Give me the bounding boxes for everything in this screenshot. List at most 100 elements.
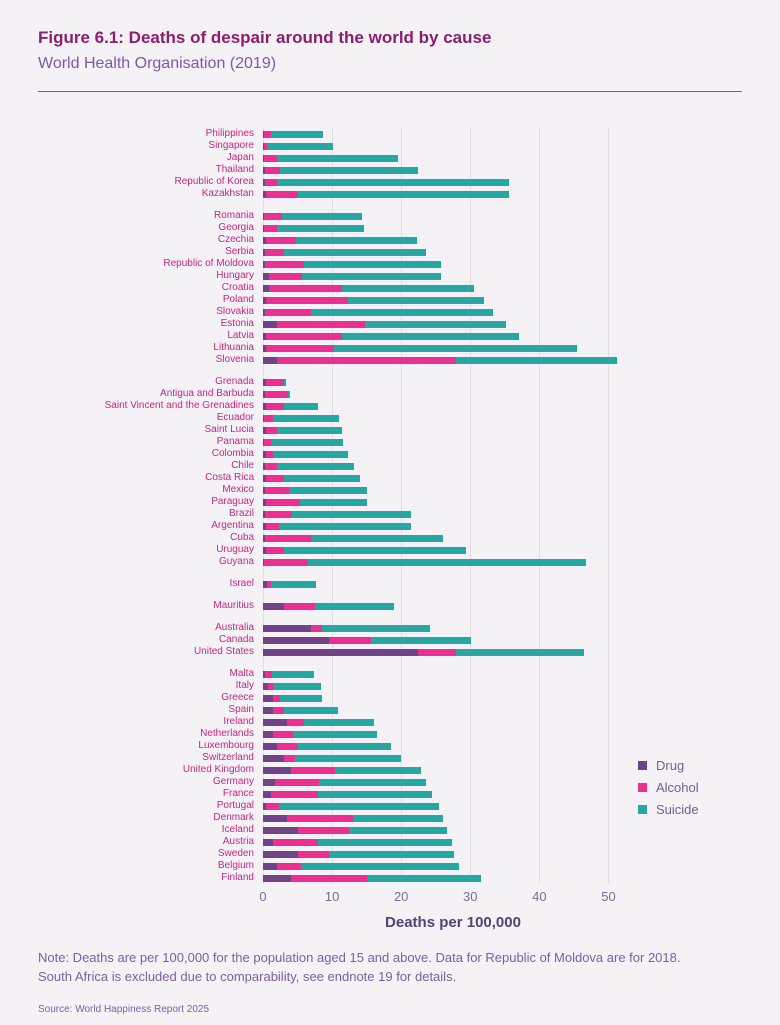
figure-notes: Note: Deaths are per 100,000 for the pop…: [38, 948, 742, 1015]
country-label: Slovakia: [216, 306, 254, 317]
bar-segment-alcohol: [276, 862, 301, 870]
bar-track: [263, 376, 742, 388]
country-label: Ecuador: [216, 412, 254, 423]
bar-segment-suicide: [296, 236, 418, 244]
country-label: Portugal: [216, 800, 254, 811]
bar-segment-drug: [263, 850, 298, 858]
stacked-bar: [263, 166, 419, 174]
stacked-bar: [263, 344, 577, 352]
bar-segment-suicide: [456, 356, 617, 364]
bar-segment-suicide: [276, 154, 398, 162]
country-label: Colombia: [211, 448, 254, 459]
stacked-bar: [263, 670, 315, 678]
stacked-bar: [263, 390, 290, 398]
legend-item-alcohol: Alcohol: [638, 776, 699, 798]
bar-segment-alcohol: [265, 190, 298, 198]
bar-segment-drug: [263, 224, 265, 232]
country-label: Czechia: [217, 234, 254, 245]
stacked-bar: [263, 874, 482, 882]
bar-segment-alcohol: [264, 414, 274, 422]
legend-items: Drug Alcohol Suicide: [638, 754, 699, 820]
bar-track: [263, 872, 742, 884]
bar-segment-alcohol: [265, 670, 272, 678]
country-label: Ireland: [223, 716, 254, 727]
bar-track: [263, 600, 742, 612]
bar-segment-drug: [263, 154, 265, 162]
bar-segment-alcohol: [265, 236, 297, 244]
bar-segment-drug: [263, 178, 266, 186]
chart-row: Netherlands: [38, 728, 742, 740]
bar-segment-suicide: [271, 130, 324, 138]
chart-row: Poland: [38, 294, 742, 306]
bar-segment-drug: [263, 624, 312, 632]
country-label: Cuba: [230, 532, 254, 543]
bar-track: [263, 448, 742, 460]
stacked-bar: [263, 378, 286, 386]
country-label: Costa Rica: [205, 472, 254, 483]
bar-track: [263, 508, 742, 520]
bar-segment-alcohol: [266, 498, 300, 506]
stacked-bar: [263, 766, 422, 774]
bar-segment-drug: [263, 402, 267, 410]
bar-segment-alcohol: [265, 390, 288, 398]
stacked-bar: [263, 260, 441, 268]
bar-segment-alcohol: [283, 602, 315, 610]
bar-segment-drug: [263, 602, 284, 610]
stacked-bar: [263, 212, 362, 220]
stacked-bar: [263, 248, 427, 256]
stacked-bar: [263, 426, 342, 434]
bar-track: [263, 776, 742, 788]
bar-segment-drug: [263, 486, 266, 494]
bar-segment-suicide: [273, 682, 322, 690]
stacked-bar: [263, 356, 617, 364]
gridline-50: [608, 128, 610, 884]
bar-segment-drug: [263, 378, 267, 386]
bar-segment-alcohol: [265, 450, 274, 458]
stacked-bar: [263, 850, 455, 858]
bar-segment-drug: [263, 790, 272, 798]
country-label: Japan: [226, 152, 254, 163]
bar-track: [263, 424, 742, 436]
bar-segment-suicide: [318, 790, 433, 798]
bar-segment-alcohol: [273, 706, 284, 714]
bar-track: [263, 646, 742, 658]
chart-row: Australia: [38, 622, 742, 634]
stacked-bar: [263, 534, 443, 542]
bar-segment-alcohol: [290, 874, 367, 882]
bar-segment-drug: [263, 344, 266, 352]
stacked-bar: [263, 862, 459, 870]
bar-track: [263, 520, 742, 532]
chart-row: Mauritius: [38, 600, 742, 612]
bar-segment-drug: [263, 212, 265, 220]
figure-subtitle: World Health Organisation (2019): [38, 55, 277, 72]
bar-segment-suicide: [283, 546, 467, 554]
chart-row: Grenada: [38, 376, 742, 388]
bar-segment-alcohol: [267, 682, 274, 690]
x-tick-label: 50: [601, 889, 616, 904]
bar-segment-suicide: [280, 694, 323, 702]
country-label: Georgia: [218, 222, 254, 233]
bar-segment-suicide: [311, 534, 443, 542]
stacked-bar: [263, 730, 377, 738]
bar-segment-suicide: [278, 802, 440, 810]
country-label: Republic of Korea: [174, 176, 255, 187]
bar-segment-drug: [263, 498, 267, 506]
figure-header: Figure 6.1: Deaths of despair around the…: [38, 26, 742, 92]
bar-segment-suicide: [271, 438, 344, 446]
bar-segment-drug: [263, 142, 264, 150]
country-label: Singapore: [208, 140, 254, 151]
bar-segment-alcohol: [266, 378, 284, 386]
bar-track: [263, 556, 742, 568]
bar-segment-suicide: [283, 248, 427, 256]
bar-track: [263, 318, 742, 330]
gridline-20: [401, 128, 403, 884]
bar-segment-suicide: [283, 402, 319, 410]
bar-segment-suicide: [347, 296, 485, 304]
stacked-bar: [263, 648, 585, 656]
chart-row: Greece: [38, 692, 742, 704]
bar-rows: Philippines Singapore Japan Thailand Republi…: [38, 128, 742, 884]
bar-segment-suicide: [292, 730, 377, 738]
legend-swatch-alcohol-icon: [638, 782, 647, 792]
chart-row: Cuba: [38, 532, 742, 544]
stacked-bar: [263, 790, 433, 798]
